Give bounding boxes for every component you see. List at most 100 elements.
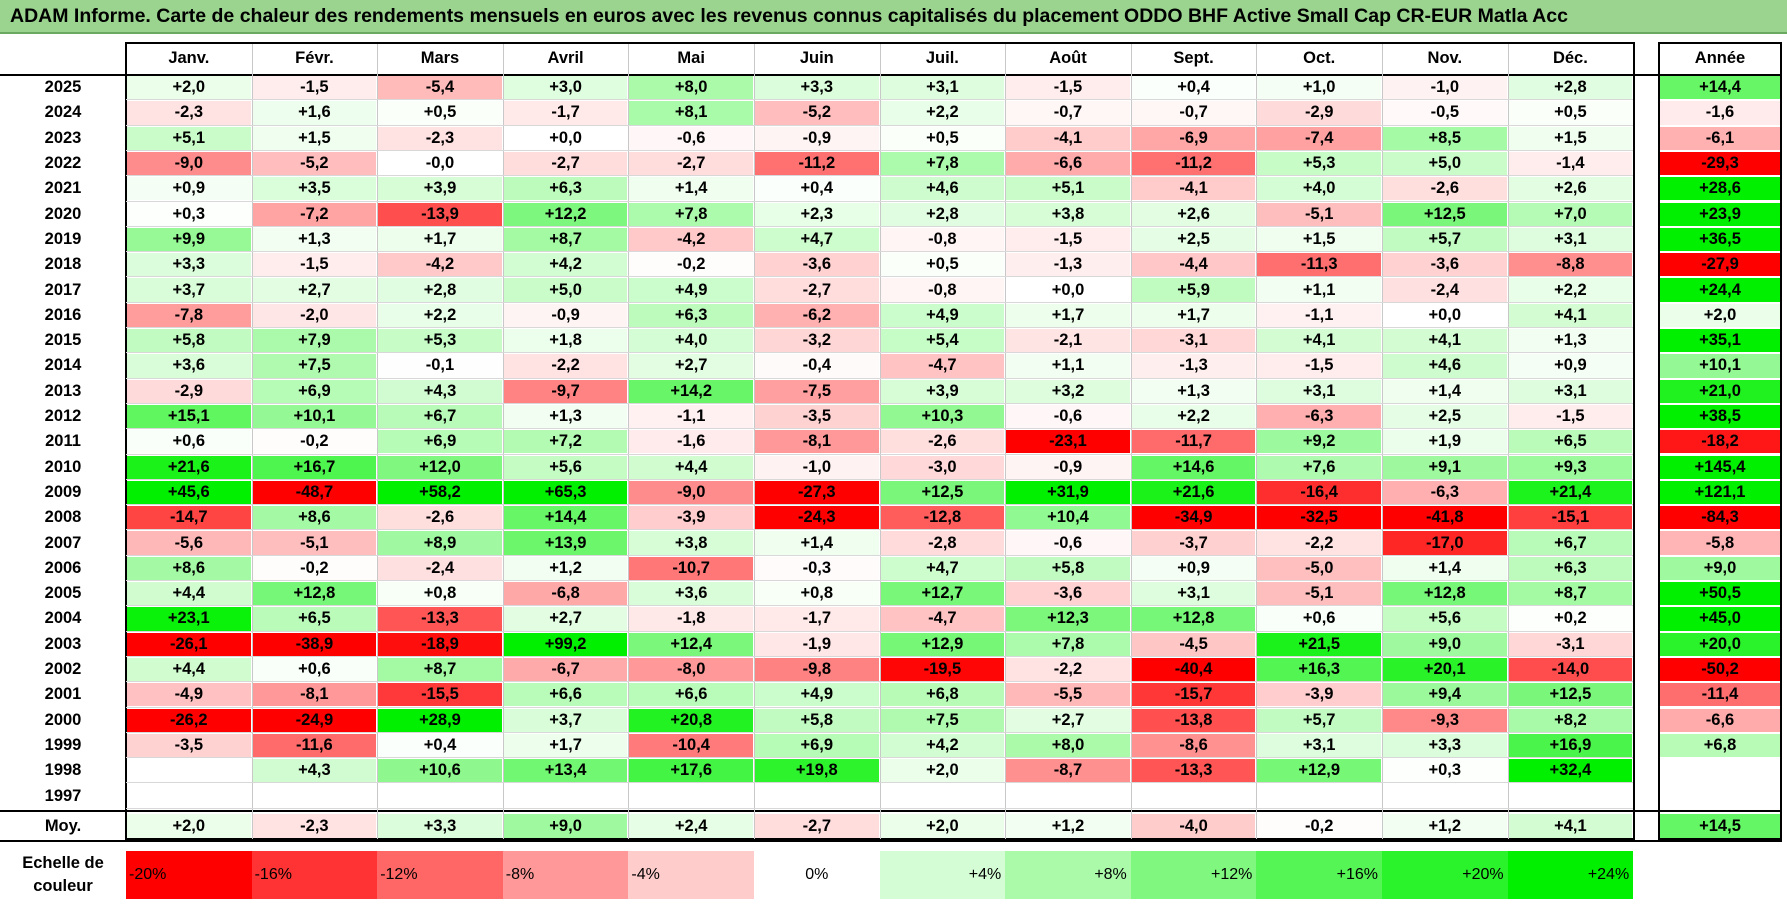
heatmap-cell: -0,4 xyxy=(755,354,879,378)
heatmap-cell xyxy=(629,784,753,808)
heatmap-cell: +7,8 xyxy=(1006,632,1130,656)
annual-cell: -11,4 xyxy=(1660,683,1780,707)
annual-cell: +38,5 xyxy=(1660,404,1780,429)
row-separator xyxy=(126,757,1634,759)
heatmap-cell: -15,1 xyxy=(1508,506,1633,530)
heatmap-cell: +9,1 xyxy=(1383,455,1507,479)
heatmap-cell: +6,9 xyxy=(252,379,377,403)
heatmap-cell: +0,5 xyxy=(880,126,1005,150)
column-header: Févr. xyxy=(295,49,334,67)
heatmap-cell: -48,7 xyxy=(252,480,377,505)
row-year-label: 2017 xyxy=(44,280,82,299)
heatmap-cell: +20,1 xyxy=(1383,657,1507,682)
heatmap-cell: +6,3 xyxy=(503,177,628,201)
heatmap-cell: -8,8 xyxy=(1508,253,1633,277)
heatmap-cell: -3,7 xyxy=(1131,531,1256,555)
heatmap-cell: +4,1 xyxy=(1508,303,1633,327)
row-year-label: 2014 xyxy=(44,356,82,375)
heatmap-cell: -1,1 xyxy=(629,404,753,429)
column-header: Avril xyxy=(547,49,584,67)
column-separator xyxy=(628,44,630,839)
heatmap-cell: -13,3 xyxy=(378,607,502,631)
heatmap-cell: +1,4 xyxy=(755,531,879,555)
heatmap-cell: -1,3 xyxy=(1131,354,1256,378)
heatmap-cell: +3,3 xyxy=(127,253,251,277)
heatmap-cell: +1,8 xyxy=(503,329,628,353)
heatmap-cell: -5,4 xyxy=(378,76,502,100)
heatmap-cell: +3,1 xyxy=(880,76,1005,100)
heatmap-cell: -0,2 xyxy=(252,430,377,454)
heatmap-cell: -2,6 xyxy=(880,430,1005,454)
heatmap-cell: +13,9 xyxy=(503,531,628,555)
heatmap-cell: +7,0 xyxy=(1508,202,1633,226)
heatmap-cell: -26,2 xyxy=(127,708,251,732)
heatmap-cell xyxy=(378,784,502,808)
heatmap-cell: -5,5 xyxy=(1006,683,1130,707)
heatmap-cell: +5,0 xyxy=(1383,151,1507,176)
heatmap-cell: -32,5 xyxy=(1257,506,1381,530)
heatmap-cell: +1,5 xyxy=(252,126,377,150)
row-separator xyxy=(126,782,1634,784)
heatmap-cell: +0,3 xyxy=(127,202,251,226)
heatmap-cell: +4,3 xyxy=(378,379,502,403)
row-year-label: 2016 xyxy=(44,305,82,324)
heatmap-cell xyxy=(755,784,879,808)
row-year-label: 2024 xyxy=(44,103,82,122)
annual-cell: +23,9 xyxy=(1660,202,1780,226)
heatmap-cell: +14,6 xyxy=(1131,455,1256,479)
heatmap-cell: +9,4 xyxy=(1383,683,1507,707)
heatmap-cell: -9,0 xyxy=(127,151,251,176)
heatmap-cell: -1,8 xyxy=(629,607,753,631)
row-separator xyxy=(126,504,1634,506)
heatmap-cell: +2,7 xyxy=(1006,708,1130,732)
heatmap-cell: -1,3 xyxy=(1006,253,1130,277)
heatmap-cell: +3,2 xyxy=(1006,379,1130,403)
heatmap-cell xyxy=(1383,784,1507,808)
heatmap-cell: +0,9 xyxy=(127,177,251,201)
annual-cell: -50,2 xyxy=(1660,657,1780,682)
heatmap-cell: -4,2 xyxy=(378,253,502,277)
heatmap-cell: +12,9 xyxy=(1257,759,1381,783)
heatmap-cell: +1,6 xyxy=(252,101,377,125)
heatmap-cell: +7,5 xyxy=(880,708,1005,732)
heatmap-cell: +1,7 xyxy=(503,733,628,758)
heatmap-cell: -27,3 xyxy=(755,480,879,505)
row-separator xyxy=(126,428,1634,430)
heatmap-cell: -2,9 xyxy=(127,379,251,403)
heatmap-cell: +2,0 xyxy=(880,759,1005,783)
column-header: Juin xyxy=(799,49,834,67)
row-separator xyxy=(126,327,1634,328)
heatmap-cell: +0,6 xyxy=(127,430,251,454)
heatmap-cell: +5,3 xyxy=(1257,151,1381,176)
column-header: Mai xyxy=(677,49,705,67)
row-year-label: 2025 xyxy=(44,78,82,97)
average-divider-top xyxy=(0,810,1782,812)
heatmap-cell: -5,1 xyxy=(1257,202,1381,226)
heatmap-cell: +4,4 xyxy=(127,582,251,606)
heatmap-cell: +5,8 xyxy=(755,708,879,732)
annual-cell: +14,4 xyxy=(1660,76,1780,100)
heatmap-cell: -0,8 xyxy=(880,227,1005,252)
heatmap-cell: +3,6 xyxy=(629,582,753,606)
heatmap-cell: +8,0 xyxy=(1006,733,1130,758)
heatmap-cell: -8,6 xyxy=(1131,733,1256,758)
row-separator xyxy=(126,655,1634,657)
heatmap-cell: -7,5 xyxy=(755,379,879,403)
heatmap-cell: -1,4 xyxy=(1508,151,1633,176)
average-cell: +4,1 xyxy=(1508,814,1633,838)
annual-cell: -5,8 xyxy=(1660,531,1780,555)
heatmap-cell: -8,1 xyxy=(755,430,879,454)
heatmap-cell: +2,8 xyxy=(880,202,1005,226)
row-year-label: 2006 xyxy=(44,558,82,577)
heatmap-cell: +7,6 xyxy=(1257,455,1381,479)
heatmap-cell: -2,6 xyxy=(378,506,502,530)
heatmap-cell: -2,4 xyxy=(1383,278,1507,302)
heatmap-cell: -6,6 xyxy=(1006,151,1130,176)
scale-swatch: -16% xyxy=(251,851,378,899)
heatmap-cell: +2,7 xyxy=(252,278,377,302)
heatmap-cell: +12,5 xyxy=(1383,202,1507,226)
heatmap-cell: +6,3 xyxy=(629,303,753,327)
heatmap-cell: +5,7 xyxy=(1383,227,1507,252)
heatmap-cell: +4,3 xyxy=(252,759,377,783)
heatmap-cell: -1,5 xyxy=(1257,354,1381,378)
